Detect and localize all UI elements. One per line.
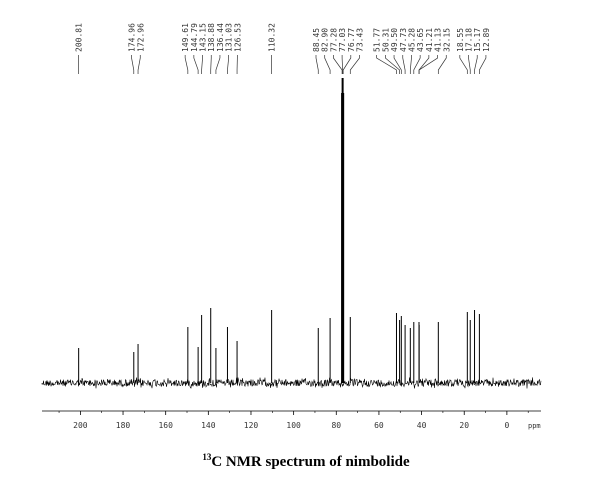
peak-label-connector	[342, 55, 352, 74]
peak-label: 88.45	[312, 28, 321, 52]
peak-label: 110.32	[268, 23, 277, 52]
peak-label-connector	[227, 55, 229, 74]
peak-label: 18.55	[456, 28, 465, 52]
peak-label: 126.53	[233, 23, 242, 52]
peak-label: 17.18	[465, 28, 474, 52]
peak-label-connector	[479, 55, 487, 74]
peak-label-connector	[315, 55, 319, 74]
x-tick-label: 40	[417, 421, 427, 430]
x-tick-label: 140	[201, 421, 216, 430]
chart-title: 13C NMR spectrum of nimbolide	[202, 452, 410, 470]
peak-label-connector	[402, 55, 406, 74]
peak-label-connector	[131, 55, 135, 74]
peak-label: 144.79	[190, 23, 199, 52]
baseline-noise	[41, 377, 542, 389]
x-tick-label: 200	[73, 421, 88, 430]
x-tick-label: 160	[158, 421, 173, 430]
peak-label: 45.28	[407, 28, 416, 52]
peak-label: 73.43	[356, 28, 365, 52]
peak-label: 149.61	[181, 23, 190, 52]
peak-label-connector	[324, 55, 331, 74]
peak-label-connector	[333, 55, 343, 74]
peak-label: 50.31	[381, 28, 390, 52]
x-tick-label: 100	[286, 421, 301, 430]
peak-label-connector	[409, 55, 412, 74]
peak-label: 43.65	[416, 28, 425, 52]
peak-label-connector	[193, 55, 199, 74]
peak-label: 41.21	[425, 28, 434, 52]
x-tick-label: 0	[504, 421, 509, 430]
peak-label-connector	[201, 55, 203, 74]
peak-label-connector	[413, 55, 421, 74]
peak-label-connector	[437, 55, 447, 74]
peak-label-connector	[459, 55, 468, 74]
peak-label: 77.03	[338, 28, 347, 52]
peak-label-connector	[393, 55, 402, 74]
peak-label-connector	[418, 55, 438, 74]
peak-label: 174.96	[128, 23, 137, 52]
peak-label: 200.81	[75, 23, 84, 52]
peak-label-connector	[468, 55, 471, 74]
peak-label: 77.28	[329, 28, 338, 52]
x-tick-label: 180	[116, 421, 131, 430]
x-tick-label: 60	[374, 421, 384, 430]
peak-label-connector	[137, 55, 141, 74]
peak-label: 131.03	[225, 23, 234, 52]
peak-label: 76.77	[347, 28, 356, 52]
peak-label: 32.15	[442, 28, 451, 52]
peak-label: 15.17	[473, 28, 482, 52]
peak-label: 41.13	[434, 28, 443, 52]
peak-label: 12.89	[482, 28, 491, 52]
peak-label-connector	[349, 55, 360, 74]
peak-label-connector	[215, 55, 221, 74]
peak-label: 172.96	[136, 23, 145, 52]
x-axis-label: ppm	[528, 422, 541, 430]
peak-label: 82.90	[321, 28, 330, 52]
peak-label-connector	[184, 55, 189, 74]
x-tick-label: 80	[331, 421, 341, 430]
x-tick-label: 120	[244, 421, 259, 430]
peak-label-connector	[385, 55, 400, 74]
peak-label: 47.73	[399, 28, 408, 52]
peak-label-connector	[376, 55, 397, 74]
peak-label: 143.15	[199, 23, 208, 52]
peak-label: 138.88	[207, 23, 216, 52]
peak-label: 51.77	[373, 28, 382, 52]
peak-label-connector	[210, 55, 212, 74]
peak-label: 136.44	[216, 23, 225, 52]
peak-label-connector	[341, 55, 343, 74]
peak-label: 49.50	[390, 28, 399, 52]
peak-label-connector	[474, 55, 478, 74]
x-tick-label: 20	[459, 421, 469, 430]
